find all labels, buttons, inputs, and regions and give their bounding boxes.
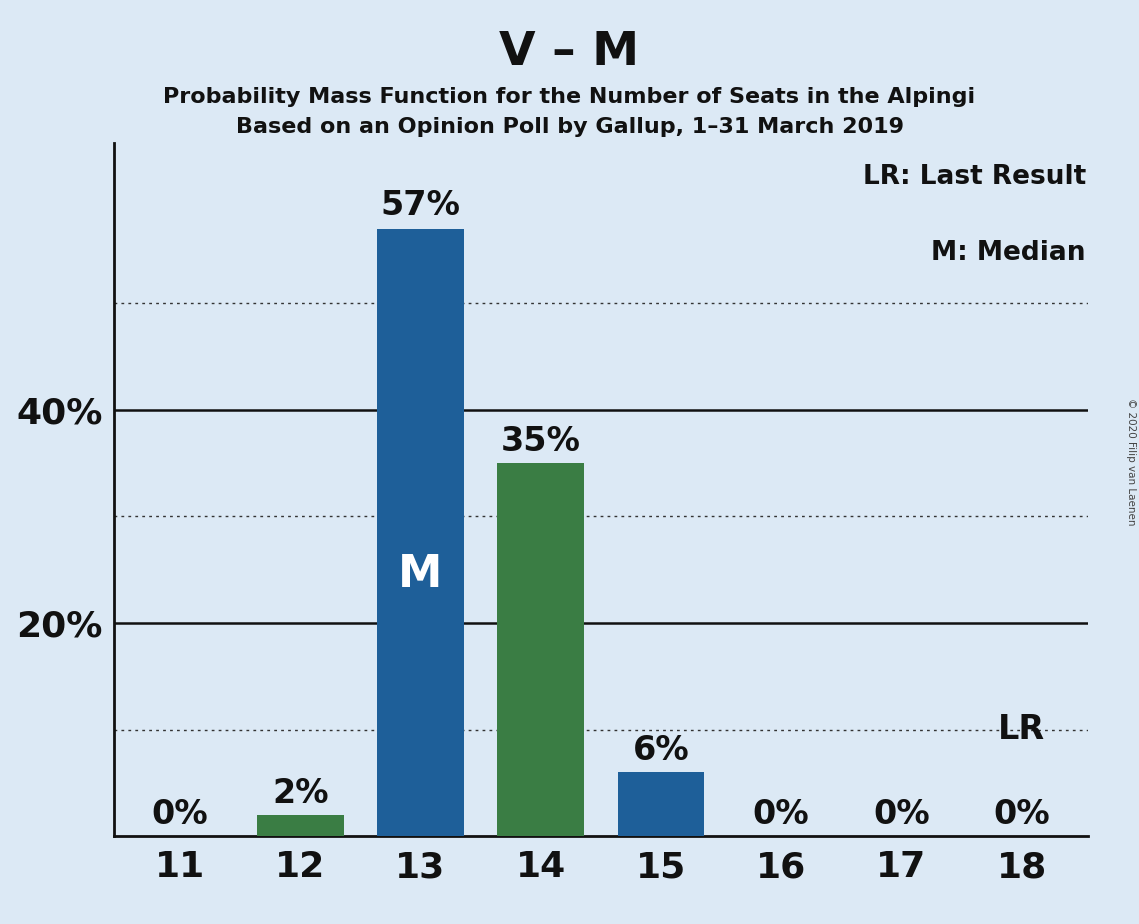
Text: 35%: 35%	[501, 425, 581, 457]
Bar	[257, 815, 344, 836]
Bar	[617, 772, 704, 836]
Text: © 2020 Filip van Laenen: © 2020 Filip van Laenen	[1126, 398, 1136, 526]
Text: Probability Mass Function for the Number of Seats in the Alpingi: Probability Mass Function for the Number…	[163, 87, 976, 107]
Text: LR: LR	[998, 712, 1046, 746]
Text: 57%: 57%	[380, 189, 460, 222]
Text: 0%: 0%	[993, 798, 1050, 831]
Text: 0%: 0%	[151, 798, 208, 831]
Text: 2%: 2%	[272, 776, 328, 809]
Text: LR: Last Result: LR: Last Result	[862, 164, 1085, 190]
Text: M: Median: M: Median	[932, 240, 1085, 266]
Text: V – M: V – M	[499, 30, 640, 75]
Text: 0%: 0%	[874, 798, 929, 831]
Bar	[377, 228, 464, 836]
Text: 6%: 6%	[632, 734, 689, 767]
Text: M: M	[399, 553, 443, 596]
Bar	[498, 463, 584, 836]
Text: Based on an Opinion Poll by Gallup, 1–31 March 2019: Based on an Opinion Poll by Gallup, 1–31…	[236, 117, 903, 138]
Text: 0%: 0%	[753, 798, 810, 831]
